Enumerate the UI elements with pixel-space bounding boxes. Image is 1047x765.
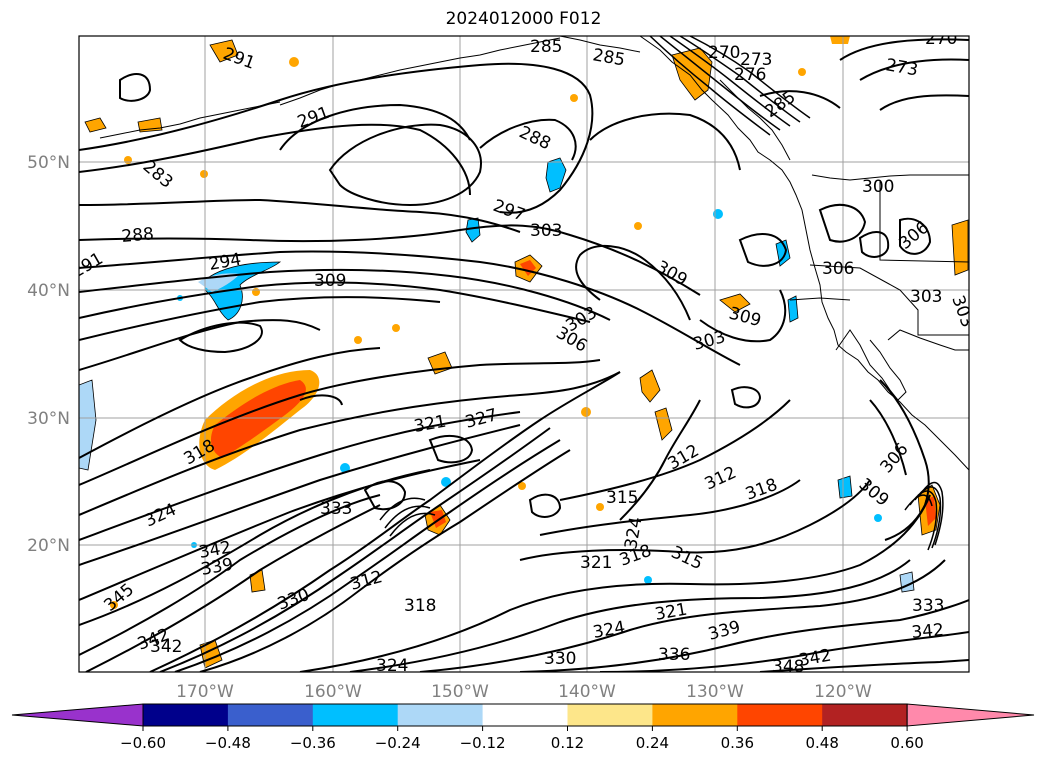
contour-label: 348 [772,657,804,677]
contour-label: 315 [606,488,638,508]
lon-label: 160°W [304,682,362,702]
contour-label: 303 [910,287,942,307]
contour-label: 333 [912,596,944,616]
lat-label: 30°N [27,409,70,429]
contour-label: 321 [580,553,612,573]
colorbar-tick-label: 0.60 [890,734,923,752]
contour-label: 342 [150,637,182,657]
contour-label: 270 [708,43,740,63]
colorbar-segment [143,704,229,726]
contour-label: 300 [862,177,894,197]
contour-lines [79,38,969,672]
colorbar-tick-label: 0.24 [636,734,669,752]
contour-label: 303 [530,221,562,241]
colorbar-tick-label: 0.36 [721,734,754,752]
map-frame [78,35,970,673]
colorbar-tick-label: 0.48 [805,734,838,752]
contour-label: 333 [320,499,352,519]
contour-label: 270 [925,29,957,49]
colorbar-segment [822,704,908,726]
contour-label: 306 [822,259,854,279]
contour-label: 342 [911,620,945,643]
colorbar-tick-label: −0.36 [290,734,336,752]
colorbar-segment [312,704,399,726]
colorbar-tick-label: −0.60 [120,734,166,752]
longitude-labels: 170°W 160°W 150°W 140°W 130°W 120°W [176,682,872,702]
latitude-labels: 50°N 40°N 30°N 20°N [27,153,70,556]
contour-label: 336 [658,645,690,665]
colorbar-tick-label: 0.12 [551,734,584,752]
colorbar-tick-label: −0.48 [205,734,251,752]
lon-label: 120°W [814,682,872,702]
colorbar-tick-label: −0.24 [375,734,421,752]
colorbar-extend-low [11,703,144,727]
colorbar-segment [482,704,568,726]
lon-label: 140°W [558,682,616,702]
anomaly-patches [79,36,969,669]
contour-label: 309 [314,271,346,291]
contour-label: 330 [544,649,576,669]
map-title: 2024012000 F012 [445,9,602,29]
lat-label: 20°N [27,536,70,556]
lon-label: 150°W [431,682,489,702]
colorbar: −0.60 −0.48 −0.36 −0.24 −0.12 0.12 0.24 0.36 0.4… [11,703,1035,752]
contour-label: 276 [734,65,766,85]
contour-label: 324 [376,656,408,676]
lat-label: 40°N [27,281,70,301]
contour-label: 318 [404,596,436,616]
contour-bundles [379,36,944,551]
lon-label: 170°W [176,682,234,702]
map-area: 291 285 285 270 273 276 270 273 291 288 … [79,29,969,677]
contour-label: 285 [530,37,562,57]
colorbar-segment [397,704,484,726]
contour-label: 273 [740,50,772,70]
colorbar-extend-high [906,703,1035,727]
colorbar-segment [652,704,738,726]
lon-label: 130°W [686,682,744,702]
colorbar-segment [227,704,314,726]
contour-label: 288 [121,224,155,247]
colorbar-outline [142,703,908,727]
colorbar-segment [737,704,823,726]
colorbar-segment [567,704,653,726]
colorbar-tick-label: −0.12 [460,734,506,752]
lat-label: 50°N [27,153,70,173]
